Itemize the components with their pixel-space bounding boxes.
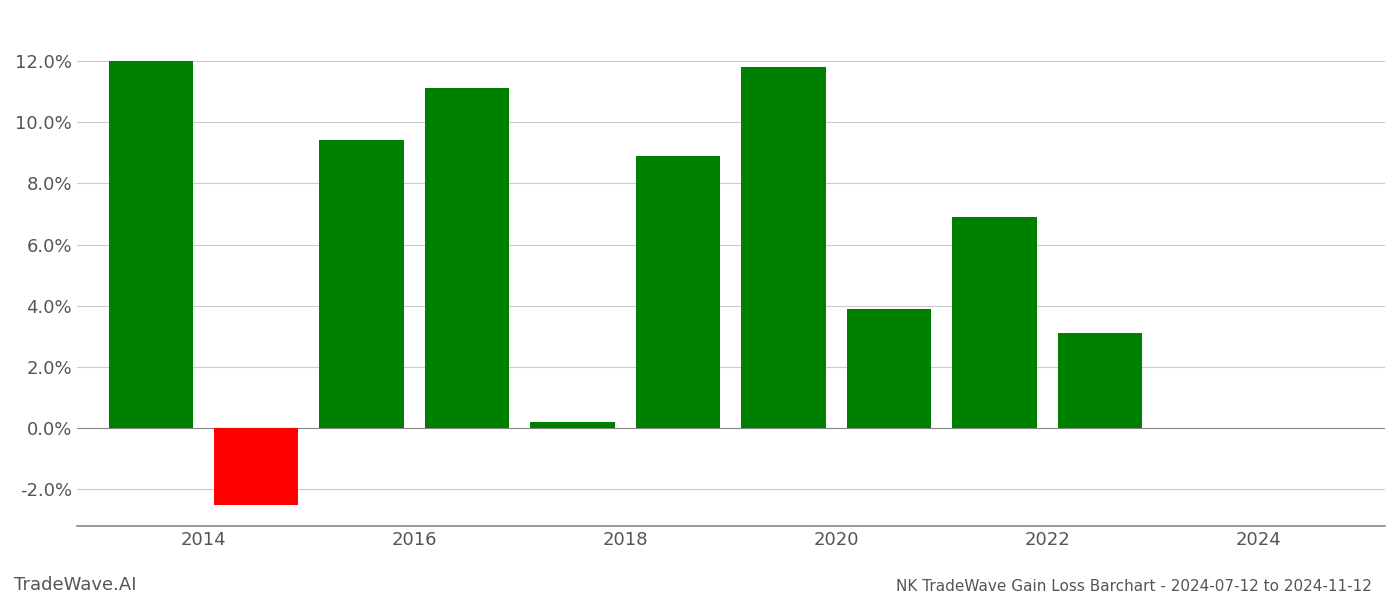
Bar: [109, 61, 193, 428]
Bar: [319, 140, 403, 428]
Bar: [214, 428, 298, 505]
Text: NK TradeWave Gain Loss Barchart - 2024-07-12 to 2024-11-12: NK TradeWave Gain Loss Barchart - 2024-0…: [896, 579, 1372, 594]
Bar: [952, 217, 1037, 428]
Bar: [636, 156, 721, 428]
Bar: [1058, 334, 1142, 428]
Bar: [742, 67, 826, 428]
Bar: [426, 88, 510, 428]
Text: TradeWave.AI: TradeWave.AI: [14, 576, 137, 594]
Bar: [847, 309, 931, 428]
Bar: [531, 422, 615, 428]
